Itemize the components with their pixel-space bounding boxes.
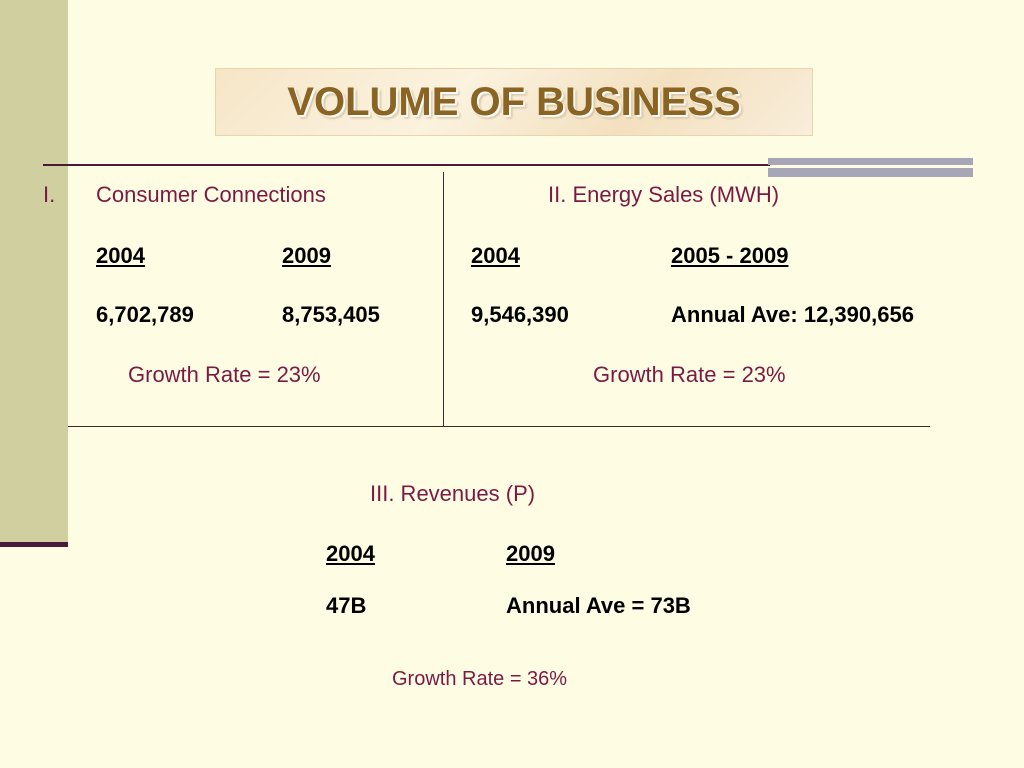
section2-value-end: Annual Ave: 12,390,656	[671, 302, 914, 327]
left-band-accent-rule	[0, 542, 68, 547]
section3-year-start: 2004	[326, 541, 375, 566]
horizontal-divider	[68, 426, 930, 427]
section3-value-end: Annual Ave = 73B	[506, 593, 691, 618]
section2-year-end: 2005 - 2009	[671, 243, 789, 268]
decorative-bars	[768, 158, 973, 180]
section1-year-end: 2009	[282, 243, 331, 268]
section3-value-start: 47B	[326, 593, 367, 618]
section1-value-start: 6,702,789	[96, 302, 194, 327]
section1-heading: Consumer Connections	[96, 182, 326, 207]
vertical-divider	[443, 172, 444, 426]
section1-growth: Growth Rate = 23%	[128, 362, 321, 387]
section2-value-start: 9,546,390	[471, 302, 569, 327]
section1-value-end: 8,753,405	[282, 302, 380, 327]
section2-heading: II. Energy Sales (MWH)	[548, 182, 780, 207]
section1-year-start: 2004	[96, 243, 145, 268]
top-divider-rule	[43, 164, 770, 166]
decorative-bar-bottom	[768, 168, 973, 177]
slide-title: VOLUME OF BUSINESS	[287, 79, 741, 124]
section3-heading: III. Revenues (P)	[370, 481, 536, 506]
decorative-bar-top	[768, 158, 973, 165]
section2-growth: Growth Rate = 23%	[593, 362, 786, 387]
section2-year-start: 2004	[471, 243, 520, 268]
section3-growth: Growth Rate = 36%	[392, 668, 568, 690]
title-box: VOLUME OF BUSINESS	[215, 68, 813, 136]
section3-year-end: 2009	[506, 541, 555, 566]
left-decorative-band	[0, 0, 68, 544]
section1-number: I.	[43, 182, 56, 207]
